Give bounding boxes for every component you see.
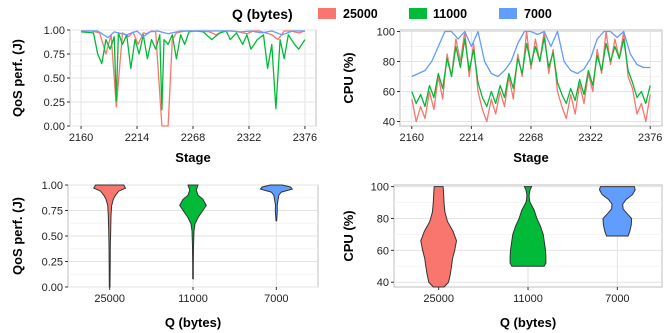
- x-tick-label: 2214: [459, 132, 483, 144]
- y-axis-title: QoS perf. (J): [10, 39, 25, 117]
- violin-25000: [93, 184, 127, 288]
- y-tick-label: 40: [377, 277, 389, 289]
- y-axis-title: CPU (%): [341, 210, 356, 261]
- series-line-11000: [81, 30, 306, 111]
- y-tick-label: 0.25: [44, 97, 65, 109]
- y-tick-label: 40: [383, 117, 395, 129]
- violin-11000: [509, 186, 547, 267]
- x-tick-label: 2322: [578, 132, 602, 144]
- y-tick-label: 1.00: [44, 25, 65, 37]
- legend-title: Q (bytes): [232, 6, 293, 22]
- y-tick-label: 80: [377, 213, 389, 225]
- x-tick-label: 2268: [181, 132, 205, 144]
- y-axis-title: CPU (%): [341, 52, 356, 103]
- legend-swatch-7000: [499, 8, 517, 19]
- y-tick-label: 80: [383, 57, 395, 69]
- y-tick-label: 100: [371, 182, 389, 194]
- x-tick-label: 11000: [513, 293, 543, 305]
- y-tick-label: 0.50: [42, 231, 63, 243]
- series-line-7000: [81, 30, 305, 39]
- legend-label-7000: 7000: [524, 7, 552, 21]
- y-tick-label: 0.00: [44, 121, 65, 133]
- x-tick-label: 2214: [125, 132, 149, 144]
- y-tick-label: 0.25: [42, 257, 63, 269]
- series-line-11000: [411, 36, 651, 108]
- violin-11000: [179, 184, 207, 280]
- y-tick-label: 100: [377, 27, 395, 39]
- y-axis-title: QoS perf. (J): [10, 197, 25, 275]
- x-axis-title: Q (bytes): [165, 315, 221, 330]
- y-tick-label: 0.00: [42, 282, 63, 294]
- series-line-7000: [411, 30, 651, 78]
- legend-swatch-25000: [318, 8, 336, 19]
- legend: Q (bytes) 25000 11000 7000: [232, 6, 552, 22]
- x-tick-label: 7000: [605, 293, 629, 305]
- x-tick-label: 7000: [264, 293, 288, 305]
- panel-qos-violin: 0.00 0.25 0.50 0.75 1.00 25000 11000 7000 Q (byt…: [10, 180, 319, 330]
- violin-7000: [259, 184, 294, 222]
- x-tick-label: 2268: [519, 132, 543, 144]
- x-tick-label: 2376: [638, 132, 662, 144]
- x-tick-label: 2376: [293, 132, 317, 144]
- legend-label-11000: 11000: [433, 7, 467, 21]
- x-tick-label: 11000: [178, 293, 208, 305]
- x-tick-label: 25000: [94, 293, 125, 305]
- legend-swatch-11000: [409, 8, 427, 19]
- panel-qos-timeseries: 0.00 0.25 0.50 0.75 1.00 2160 2214 2268 2322 2376…: [10, 25, 317, 165]
- x-axis-title: Stage: [175, 150, 210, 165]
- x-tick-label: 2160: [69, 132, 93, 144]
- y-tick-label: 0.50: [44, 73, 65, 85]
- y-tick-label: 0.75: [44, 49, 65, 61]
- x-tick-label: 2322: [237, 132, 261, 144]
- y-tick-label: 60: [377, 245, 389, 257]
- panel-cpu-violin: 40 60 80 100 25000 11000 7000 Q (bytes) CPU (%): [341, 182, 663, 330]
- x-axis-title: Q (bytes): [500, 315, 556, 330]
- y-tick-label: 0.75: [42, 206, 63, 218]
- y-tick-label: 60: [383, 87, 395, 99]
- x-axis-title: Stage: [513, 150, 548, 165]
- y-tick-label: 1.00: [42, 180, 63, 192]
- legend-label-25000: 25000: [343, 7, 378, 21]
- panel-cpu-timeseries: 40 60 80 100 2160 2214 2268 2322 2376 Stage CPU (%…: [341, 27, 663, 165]
- violin-25000: [420, 186, 458, 288]
- x-tick-label: 25000: [423, 293, 454, 305]
- violin-7000: [598, 186, 636, 237]
- x-tick-label: 2160: [400, 132, 424, 144]
